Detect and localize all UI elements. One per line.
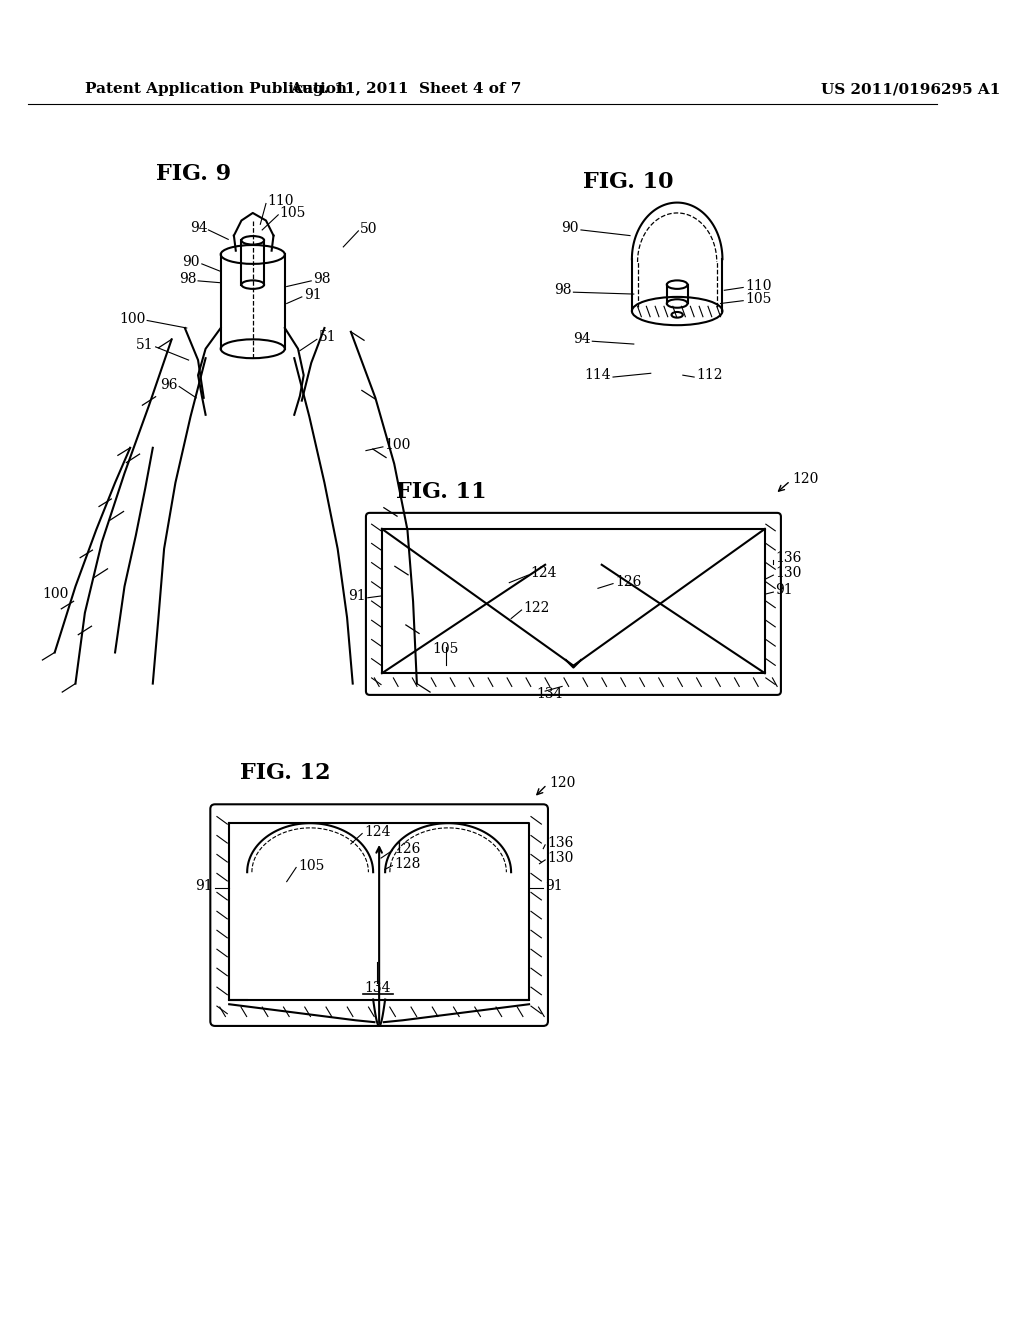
Text: 126: 126 <box>615 574 641 589</box>
Text: 114: 114 <box>585 368 611 383</box>
Text: 110: 110 <box>745 279 771 293</box>
Text: US 2011/0196295 A1: US 2011/0196295 A1 <box>820 82 999 96</box>
Text: 105: 105 <box>745 292 771 306</box>
Text: 105: 105 <box>432 642 459 656</box>
Text: 124: 124 <box>365 825 390 838</box>
Text: 91: 91 <box>545 879 563 894</box>
Text: 91: 91 <box>304 288 322 302</box>
Text: 122: 122 <box>523 601 550 615</box>
Text: 90: 90 <box>561 220 580 235</box>
Text: 126: 126 <box>394 842 421 855</box>
Text: 98: 98 <box>178 272 197 286</box>
Text: 98: 98 <box>554 284 571 297</box>
Text: 136: 136 <box>775 552 802 565</box>
Text: 112: 112 <box>696 368 723 383</box>
Text: 120: 120 <box>793 473 818 486</box>
Text: 136: 136 <box>547 836 573 850</box>
Text: 134: 134 <box>537 686 563 701</box>
Text: FIG. 11: FIG. 11 <box>396 480 486 503</box>
Text: 91: 91 <box>348 589 366 603</box>
Text: 50: 50 <box>360 222 378 236</box>
Text: 91: 91 <box>775 583 793 597</box>
Text: 124: 124 <box>530 566 556 581</box>
Text: FIG. 10: FIG. 10 <box>583 170 674 193</box>
Text: 100: 100 <box>385 438 412 451</box>
Text: 130: 130 <box>547 851 573 865</box>
Text: 51: 51 <box>318 330 337 345</box>
Text: 105: 105 <box>298 858 325 873</box>
Text: 94: 94 <box>572 333 591 346</box>
Text: 120: 120 <box>549 776 575 789</box>
Text: 51: 51 <box>136 338 154 352</box>
Text: Aug. 11, 2011  Sheet 4 of 7: Aug. 11, 2011 Sheet 4 of 7 <box>290 82 521 96</box>
Text: 110: 110 <box>267 194 294 207</box>
Text: 96: 96 <box>160 378 177 392</box>
Text: 100: 100 <box>42 587 69 601</box>
Text: 90: 90 <box>182 255 200 269</box>
Text: FIG. 12: FIG. 12 <box>240 762 330 784</box>
Text: 130: 130 <box>775 566 802 581</box>
Text: 100: 100 <box>119 312 145 326</box>
Text: 98: 98 <box>313 272 331 286</box>
Text: Patent Application Publication: Patent Application Publication <box>85 82 347 96</box>
Text: FIG. 9: FIG. 9 <box>156 164 230 185</box>
Text: 128: 128 <box>394 857 421 871</box>
Text: 105: 105 <box>280 206 305 220</box>
Text: 94: 94 <box>189 220 208 235</box>
Text: 134: 134 <box>364 981 390 995</box>
Text: 91: 91 <box>196 879 213 894</box>
